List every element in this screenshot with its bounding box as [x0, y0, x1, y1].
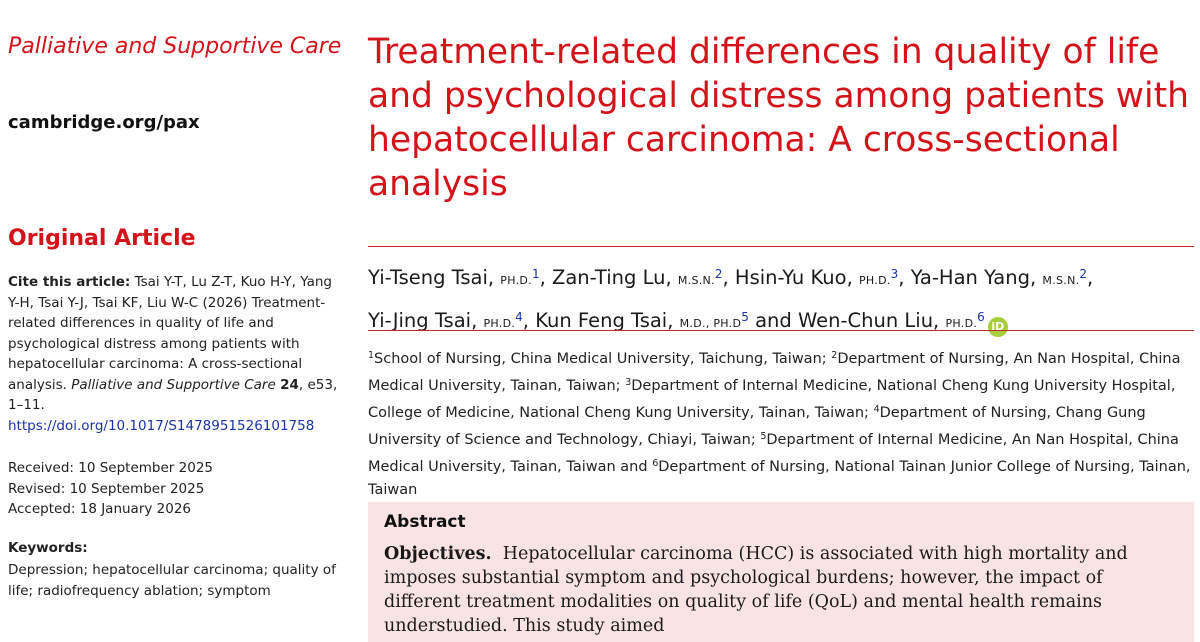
abstract-heading: Abstract: [384, 512, 466, 532]
orcid-icon[interactable]: iD: [987, 317, 1008, 337]
author-name: Kun Feng Tsai,: [535, 309, 680, 332]
author-separator: and: [748, 309, 798, 332]
accepted-date: Accepted: 18 January 2026: [8, 501, 192, 517]
affiliation-number: 1: [368, 350, 375, 361]
author-separator: ,: [1087, 266, 1094, 289]
affiliation-text: School of Nursing, China Medical Univers…: [374, 351, 832, 367]
cite-volume: 24: [280, 376, 299, 393]
doi-link[interactable]: https://doi.org/10.1017/S147895152610175…: [8, 417, 315, 434]
author-separator: ,: [722, 266, 735, 289]
author-affiliation-ref[interactable]: 3: [890, 267, 899, 281]
journal-site[interactable]: cambridge.org/pax: [8, 112, 200, 133]
revised-date: Revised: 10 September 2025: [8, 480, 205, 497]
affiliation-text: Department of Internal Medicine, Nationa…: [368, 378, 1176, 421]
author-name: Wen-Chun Liu,: [798, 309, 946, 332]
affiliation-text: Department of Internal Medicine, An Nan …: [368, 432, 1179, 475]
author-separator: ,: [522, 309, 536, 332]
author-divider: [368, 330, 1194, 331]
author-name: Ya-Han Yang,: [910, 266, 1043, 289]
keywords-heading: Keywords:: [8, 540, 88, 556]
author-list: Yi-Tseng Tsai, PH.D.1, Zan-Ting Lu, M.S.…: [368, 256, 1194, 342]
article-title: Treatment-related differences in quality…: [368, 32, 1189, 204]
affiliation-text: Department of Nursing, An Nan Hospital, …: [368, 351, 1181, 394]
affiliation-text: Department of Nursing, National Tainan J…: [368, 459, 1191, 498]
cite-pages: , e53, 1–11.: [8, 376, 338, 414]
author-name: Hsin-Yu Kuo,: [734, 266, 859, 289]
author-degree: M.S.N.: [1042, 274, 1080, 287]
author-degree: PH.D.: [945, 317, 978, 330]
author-affiliation-ref[interactable]: 5: [741, 310, 749, 324]
affiliation-text: Department of Nursing, Chang Gung Univer…: [368, 405, 1146, 448]
affiliation-number: 3: [625, 377, 632, 388]
author-affiliation-ref[interactable]: 4: [515, 310, 523, 324]
cite-journal: Palliative and Supportive Care: [71, 376, 276, 393]
author-affiliation-ref[interactable]: 2: [714, 267, 723, 281]
affiliations: 1School of Nursing, China Medical Univer…: [368, 344, 1194, 502]
author-affiliation-ref[interactable]: 1: [531, 267, 540, 281]
author-degree: PH.D.: [500, 274, 532, 287]
title-divider: [368, 246, 1194, 247]
objectives-text: Hepatocellular carcinoma (HCC) is associ…: [384, 544, 1128, 636]
author-name: Zan-Ting Lu,: [552, 266, 678, 289]
journal-name: Palliative and Supportive Care: [8, 34, 342, 59]
article-type: Original Article: [8, 226, 196, 251]
objectives-label: Objectives.: [384, 544, 492, 564]
author-degree: PH.D.: [858, 274, 891, 287]
author-name: Yi-Jing Tsai,: [368, 309, 484, 332]
affiliation-number: 6: [652, 458, 659, 469]
author-degree: PH.D.: [483, 317, 516, 330]
author-name: Yi-Tseng Tsai,: [368, 266, 501, 289]
author-affiliation-ref[interactable]: 6: [977, 310, 985, 324]
author-degree: M.S.N.: [677, 274, 715, 287]
cite-label: Cite this article:: [8, 274, 131, 290]
affiliation-number: 5: [760, 431, 767, 442]
author-separator: ,: [539, 266, 552, 289]
author-degree: M.D., PH.D: [679, 317, 742, 330]
author-separator: ,: [898, 266, 911, 289]
keywords-text: Depression; hepatocellular carcinoma; qu…: [8, 562, 336, 599]
abstract-body: Objectives. Hepatocellular carcinoma (HC…: [384, 542, 1184, 638]
dates-block: Received: 10 September 2025 Revised: 10 …: [8, 458, 213, 520]
citation-block: Cite this article: Tsai Y-T, Lu Z-T, Kuo…: [8, 272, 343, 436]
author-affiliation-ref[interactable]: 2: [1079, 267, 1088, 281]
affiliation-number: 4: [873, 404, 880, 415]
affiliation-number: 2: [831, 350, 838, 361]
cite-text: Tsai Y-T, Lu Z-T, Kuo H-Y, Yang Y-H, Tsa…: [8, 274, 333, 393]
received-date: Received: 10 September 2025: [8, 460, 213, 476]
abstract-box: Abstract Objectives. Hepatocellular carc…: [368, 502, 1194, 642]
